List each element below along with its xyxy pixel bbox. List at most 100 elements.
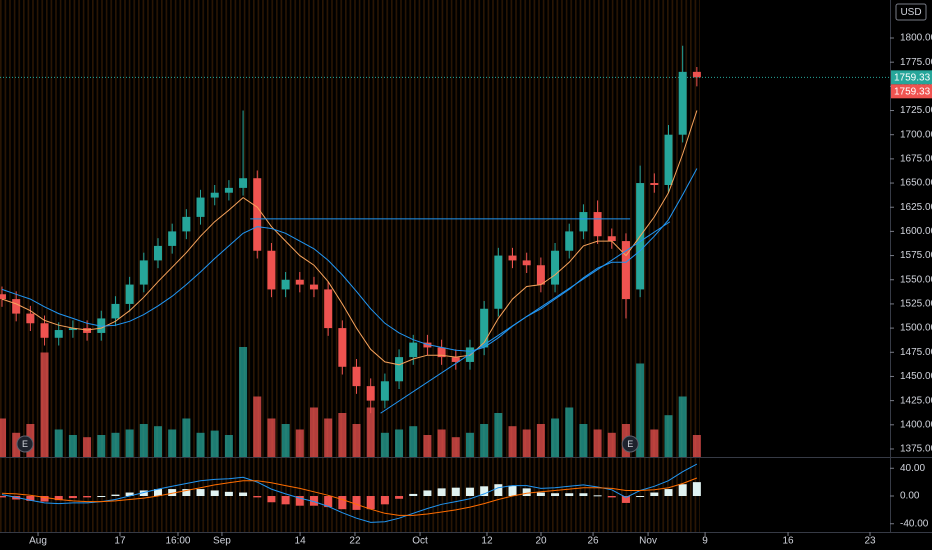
volume-bar <box>607 432 616 457</box>
volume-bar <box>239 347 248 457</box>
price-tick-label: 1425.00 <box>900 395 932 406</box>
macd-histogram-bar <box>40 496 49 502</box>
volume-bar <box>352 424 361 457</box>
candle-body <box>54 330 63 338</box>
price-tick-label: 1600.00 <box>900 226 932 237</box>
volume-bar <box>579 424 588 457</box>
volume-bar <box>12 432 21 457</box>
candle-body <box>239 178 248 188</box>
volume-bar <box>465 432 474 457</box>
time-tick-label: Nov <box>639 536 657 547</box>
candle-body <box>267 250 276 290</box>
volume-bar <box>139 424 148 457</box>
volume-bar <box>0 418 6 457</box>
volume-bar <box>508 426 517 457</box>
volume-bar <box>68 435 77 457</box>
currency-box[interactable] <box>895 3 927 21</box>
candle-body <box>480 308 489 348</box>
candle-body <box>12 299 21 314</box>
event-marker <box>621 435 639 453</box>
candle-body <box>210 192 219 198</box>
macd-histogram-bar <box>536 492 545 497</box>
candle-body <box>522 260 531 266</box>
volume-bar <box>451 437 460 457</box>
candle-body <box>253 178 262 251</box>
candle-body <box>409 342 418 358</box>
volume-bar <box>267 418 276 457</box>
volume-bar <box>380 432 389 457</box>
candle-body <box>650 183 659 185</box>
macd-histogram-bar <box>607 496 616 498</box>
candle-body <box>366 386 375 401</box>
macd-histogram-bar <box>593 495 602 497</box>
macd-histogram-bar <box>352 496 361 510</box>
last-price-box <box>891 70 932 85</box>
last-price-label: 1759.33 <box>894 72 931 83</box>
macd-histogram-bar <box>551 493 560 497</box>
time-tick-label: 23 <box>864 536 876 547</box>
volume-bar <box>40 352 49 457</box>
moving-average <box>1 110 698 366</box>
macd-histogram-bar <box>281 496 290 505</box>
time-tick-label: Sep <box>213 536 231 547</box>
volume-bar <box>692 435 701 457</box>
volume-bar <box>678 396 687 457</box>
macd-macd-line <box>1 463 698 523</box>
candle-body <box>352 366 361 387</box>
price-tick-label: 1650.00 <box>900 178 932 189</box>
macd-histogram-bar <box>409 493 418 497</box>
candle-body <box>664 134 673 185</box>
volume-bar <box>54 429 63 457</box>
volume-bar <box>423 435 432 457</box>
candle-body <box>68 328 77 331</box>
macd-histogram-bar <box>636 496 645 498</box>
macd-histogram-bar <box>83 496 92 498</box>
macd-histogram-bar <box>465 487 474 497</box>
time-tick-label: 20 <box>535 536 547 547</box>
candle-body <box>196 197 205 217</box>
macd-histogram-bar <box>68 496 77 499</box>
volume-bar <box>593 429 602 457</box>
macd-histogram-bar <box>565 493 574 497</box>
volume-bar <box>338 413 347 457</box>
macd-histogram-bar <box>366 496 375 510</box>
volume-bar <box>664 415 673 457</box>
candle-body <box>26 313 35 324</box>
candle-body <box>309 284 318 290</box>
candle-body <box>153 245 162 261</box>
candle-body <box>111 303 120 319</box>
candle-body <box>579 212 588 232</box>
volume-bar <box>650 429 659 457</box>
volume-bar <box>536 424 545 457</box>
time-tick-label: Oct <box>412 536 428 547</box>
currency[interactable]: USD <box>900 7 921 18</box>
volume-bar <box>480 424 489 457</box>
candle-body <box>338 328 347 367</box>
volume-bar <box>309 407 318 457</box>
volume-bar <box>182 418 191 457</box>
close-price-box <box>891 84 932 99</box>
volume-bar <box>565 407 574 457</box>
price-tick-label: 1775.00 <box>900 57 932 68</box>
volume-bar <box>551 418 560 457</box>
time-tick-label: 12 <box>481 536 493 547</box>
candle-body <box>139 260 148 285</box>
candle-body <box>83 328 92 333</box>
macd-signal-line <box>1 477 698 516</box>
event-label: E <box>627 439 633 449</box>
candle-body <box>295 279 304 285</box>
time-tick-label: 16 <box>782 536 794 547</box>
price-tick-label: 1575.00 <box>900 250 932 261</box>
volume-bar <box>125 429 134 457</box>
macd-histogram-bar <box>309 496 318 506</box>
macd-histogram-bar <box>678 484 687 497</box>
macd-tick-label: 40.00 <box>900 463 925 474</box>
volume-bar <box>281 424 290 457</box>
volume-bar <box>97 435 106 457</box>
macd-histogram-bar <box>239 492 248 497</box>
candle-body <box>678 71 687 135</box>
candle-body <box>423 342 432 348</box>
volume-bar <box>522 429 531 457</box>
